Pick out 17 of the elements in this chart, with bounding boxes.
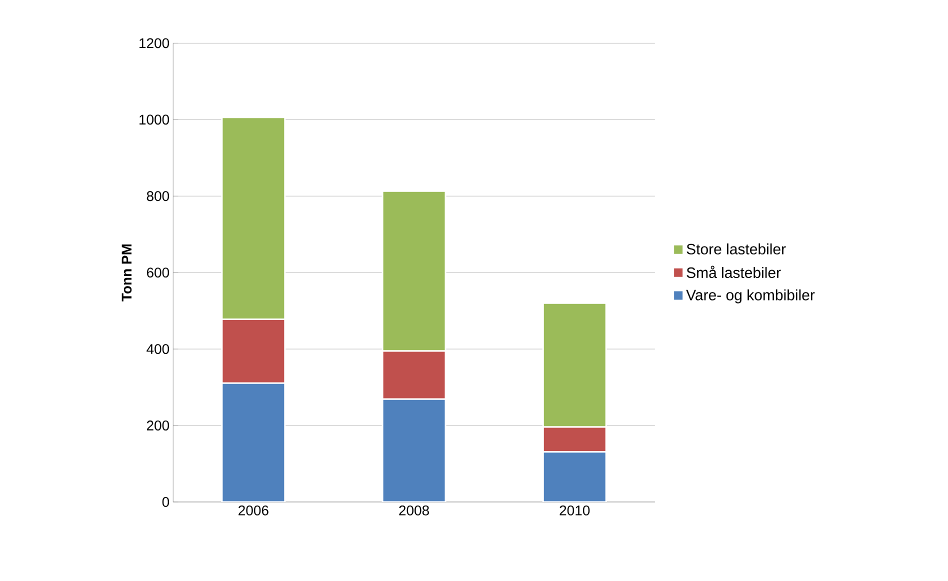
legend-label: Små lastebiler (686, 266, 781, 278)
legend-label: Vare- og kombibiler (686, 289, 815, 304)
bar (382, 398, 446, 502)
y-tick-label: 800 (146, 191, 170, 202)
x-tick-label: 2006 (238, 505, 268, 516)
y-tick-label: 0 (162, 496, 170, 507)
y-axis-title: Tonn PM (122, 244, 132, 302)
bar (221, 382, 286, 502)
y-tick-label: 1200 (140, 38, 170, 48)
y-tick-label: 400 (146, 344, 170, 354)
bar (542, 451, 607, 502)
y-tick-label: 1000 (140, 114, 170, 125)
y-tick-label: 200 (146, 420, 170, 430)
legend-label: Store lastebiler (686, 243, 786, 254)
y-tick-label: 600 (146, 268, 170, 278)
x-tick-label: 2010 (560, 505, 590, 516)
x-tick-label: 2008 (399, 505, 429, 516)
